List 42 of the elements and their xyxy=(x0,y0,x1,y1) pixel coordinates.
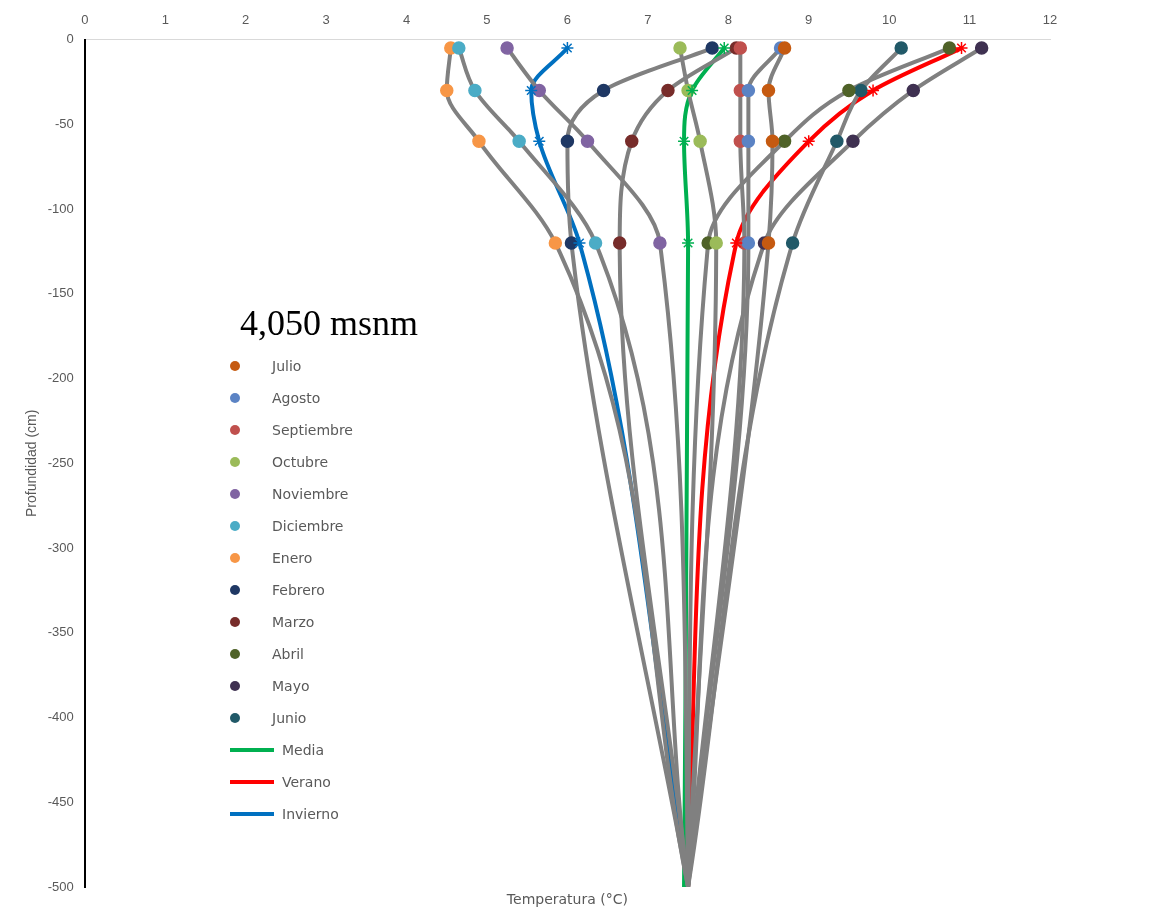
x-tick-label: 4 xyxy=(402,12,411,28)
legend-label: Invierno xyxy=(282,806,339,822)
x-tick-label: 12 xyxy=(1042,12,1058,28)
legend-label: Marzo xyxy=(272,614,315,630)
x-tick-label: 5 xyxy=(483,12,491,28)
y-tick-label: -100 xyxy=(47,200,74,216)
x-tick-label: 1 xyxy=(161,12,169,28)
x-axis-title: Temperatura (°C) xyxy=(505,890,628,907)
y-tick-label: -350 xyxy=(47,624,74,640)
x-tick-label: 7 xyxy=(644,12,652,28)
legend-label: Febrero xyxy=(272,582,325,598)
x-tick-label: 9 xyxy=(805,12,813,28)
legend-label: Septiembre xyxy=(272,422,353,438)
x-tick-label: 10 xyxy=(881,12,897,28)
legend-label: Agosto xyxy=(272,390,321,406)
y-tick-label: -450 xyxy=(47,793,74,809)
x-tick-label: 6 xyxy=(563,12,572,28)
legend-label: Media xyxy=(282,742,325,758)
x-tick-label: 2 xyxy=(242,12,250,28)
x-tick-label: 3 xyxy=(322,12,330,28)
x-tick-label: 0 xyxy=(81,12,89,28)
y-tick-label: -400 xyxy=(47,709,74,725)
legend-label: Abril xyxy=(272,646,304,662)
y-tick-label: -50 xyxy=(55,115,74,131)
legend-label: Noviembre xyxy=(272,486,349,502)
y-tick-label: -200 xyxy=(47,370,74,386)
x-tick-label: 11 xyxy=(962,12,977,28)
legend-label: Diciembre xyxy=(272,518,344,534)
text: 4,050 msnm xyxy=(240,302,419,344)
y-tick-label: -300 xyxy=(47,539,74,555)
y-axis-title: Profundidad (cm) xyxy=(23,409,40,517)
legend-label: Enero xyxy=(272,550,313,566)
x-tick-label: 8 xyxy=(724,12,732,28)
legend-label: Julio xyxy=(272,358,302,374)
y-tick-label: -150 xyxy=(47,285,74,301)
legend-label: Verano xyxy=(282,774,331,790)
y-tick-label: -250 xyxy=(47,454,74,470)
legend-label: Mayo xyxy=(272,678,310,694)
legend-label: Junio xyxy=(272,710,307,726)
legend-label: Octubre xyxy=(272,454,329,470)
y-tick-label: -500 xyxy=(47,878,74,894)
y-tick-label: 0 xyxy=(66,31,74,47)
